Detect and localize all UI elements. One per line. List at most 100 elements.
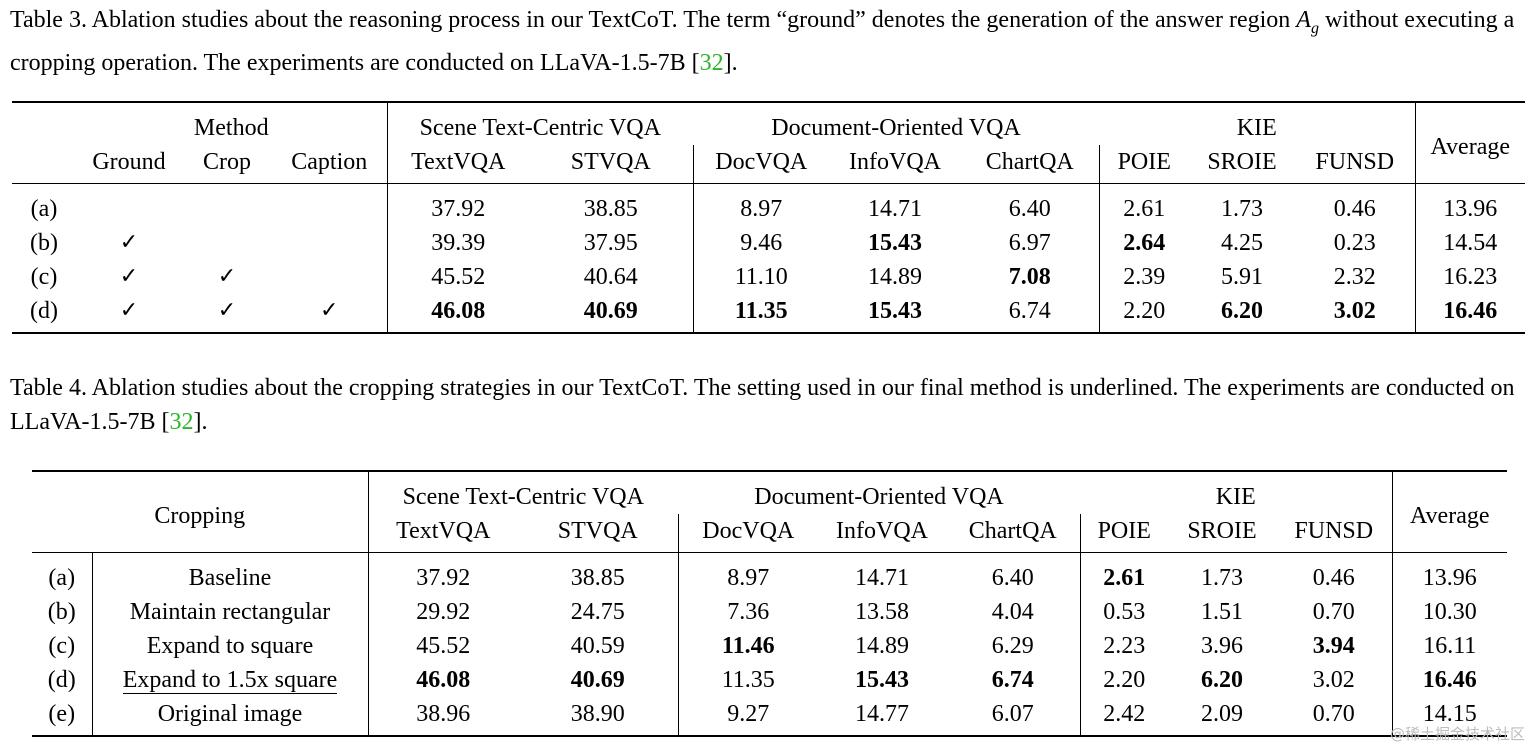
cell-chartqa: 6.29 bbox=[946, 629, 1081, 663]
cell-docvqa: 9.46 bbox=[740, 230, 783, 256]
cell-infovqa: 14.89 bbox=[868, 264, 922, 290]
cell-poie: 2.61 bbox=[1123, 196, 1166, 222]
table-row: (d) ✓ ✓ ✓ 46.08 40.69 11.35 15.43 6.74 2… bbox=[12, 294, 1525, 333]
header-infovqa: InfoVQA bbox=[849, 149, 941, 175]
table-row: (a) Baseline 37.92 38.85 8.97 14.71 6.40… bbox=[32, 552, 1507, 595]
table-row: (d) Expand to 1.5x square 46.08 40.69 11… bbox=[32, 663, 1507, 697]
cell-poie: 2.61 bbox=[1103, 565, 1146, 591]
header-stvqa: STVQA bbox=[518, 514, 679, 553]
table3: Method Scene Text-Centric VQA Document-O… bbox=[12, 101, 1525, 334]
check-icon bbox=[272, 183, 388, 226]
cell-infovqa: 15.43 bbox=[868, 230, 922, 256]
cell-poie: 0.53 bbox=[1103, 599, 1146, 625]
caption-text: without executing a cropping operation. … bbox=[10, 7, 1515, 76]
header-funsd: FUNSD bbox=[1294, 518, 1374, 544]
header-textvqa: TextVQA bbox=[411, 149, 506, 175]
check-icon: ✓ bbox=[217, 298, 237, 323]
cell-infovqa: 15.43 bbox=[868, 298, 922, 324]
cell-average: 10.30 bbox=[1391, 595, 1507, 629]
cell-infovqa: 14.71 bbox=[868, 196, 922, 222]
cell-sroie: 1.51 bbox=[1201, 599, 1243, 625]
row-cropping-name: Maintain rectangular bbox=[92, 595, 369, 629]
header-poie: POIE bbox=[1117, 149, 1171, 175]
cell-textvqa: 39.39 bbox=[431, 230, 486, 256]
cell-sroie: 3.96 bbox=[1201, 633, 1243, 659]
cell-average: 14.15 bbox=[1391, 697, 1507, 736]
cell-chartqa: 6.07 bbox=[946, 697, 1081, 736]
cell-sroie: 4.25 bbox=[1221, 230, 1263, 256]
check-icon: ✓ bbox=[119, 264, 139, 289]
cell-funsd: 0.46 bbox=[1312, 565, 1355, 591]
cell-average: 13.96 bbox=[1391, 552, 1507, 595]
header-average: Average bbox=[1391, 471, 1507, 553]
cell-textvqa: 29.92 bbox=[416, 599, 471, 625]
header-ground: Ground bbox=[92, 149, 166, 175]
cell-textvqa: 45.52 bbox=[431, 264, 486, 290]
table-row: (b) ✓ 39.39 37.95 9.46 15.43 6.97 2.64 4… bbox=[12, 226, 1525, 260]
cell-poie: 2.64 bbox=[1123, 230, 1166, 256]
cell-sroie: 1.73 bbox=[1201, 565, 1243, 591]
table-row: (b) Maintain rectangular 29.92 24.75 7.3… bbox=[32, 595, 1507, 629]
header-cropping: Cropping bbox=[32, 471, 369, 553]
cell-infovqa: 14.71 bbox=[855, 565, 909, 591]
header-average: Average bbox=[1414, 102, 1525, 184]
row-id: (d) bbox=[30, 298, 58, 324]
header-crop: Crop bbox=[203, 149, 251, 175]
caption-var: A bbox=[1296, 7, 1311, 33]
header-textvqa: TextVQA bbox=[396, 518, 491, 544]
caption-text: Table 3. Ablation studies about the reas… bbox=[10, 7, 1297, 33]
cell-docvqa: 11.10 bbox=[734, 264, 788, 290]
header-row-columns: TextVQA STVQA DocVQA InfoVQA ChartQA POI… bbox=[32, 514, 1507, 553]
header-method: Method bbox=[76, 102, 388, 145]
cell-funsd: 3.02 bbox=[1312, 667, 1355, 693]
cell-average: 13.96 bbox=[1414, 183, 1525, 226]
cell-docvqa: 9.27 bbox=[727, 701, 770, 727]
cell-stvqa: 40.64 bbox=[529, 260, 694, 294]
cell-textvqa: 46.08 bbox=[431, 298, 486, 324]
citation-link[interactable]: 32 bbox=[699, 49, 724, 76]
table4-caption: Table 4. Ablation studies about the crop… bbox=[10, 371, 1525, 439]
cell-average: 16.23 bbox=[1414, 260, 1525, 294]
cell-sroie: 5.91 bbox=[1221, 264, 1263, 290]
row-cropping-name: Expand to square bbox=[92, 629, 369, 663]
check-icon bbox=[182, 184, 272, 227]
cell-chartqa: 6.74 bbox=[946, 663, 1081, 697]
check-icon bbox=[182, 226, 272, 260]
header-row-groups: Cropping Scene Text-Centric VQA Document… bbox=[32, 471, 1507, 553]
cell-poie: 2.39 bbox=[1123, 264, 1166, 290]
cell-infovqa: 13.58 bbox=[855, 599, 909, 625]
cell-stvqa: 40.69 bbox=[529, 294, 694, 333]
header-scene-text: Scene Text-Centric VQA bbox=[402, 484, 644, 510]
cell-textvqa: 38.96 bbox=[416, 701, 471, 727]
cell-funsd: 3.94 bbox=[1312, 633, 1355, 659]
citation-link[interactable]: 32 bbox=[169, 409, 194, 435]
row-cropping-name: Original image bbox=[92, 697, 369, 736]
row-id: (b) bbox=[32, 595, 93, 629]
cell-docvqa: 8.97 bbox=[727, 565, 770, 591]
header-document: Document-Oriented VQA bbox=[754, 484, 1004, 510]
table-row: (c) ✓ ✓ 45.52 40.64 11.10 14.89 7.08 2.3… bbox=[12, 260, 1525, 294]
cell-docvqa: 11.35 bbox=[734, 298, 788, 324]
cell-chartqa: 6.40 bbox=[946, 552, 1081, 595]
cell-funsd: 0.70 bbox=[1312, 701, 1355, 727]
cell-poie: 2.20 bbox=[1103, 667, 1146, 693]
row-id: (a) bbox=[30, 196, 58, 222]
watermark: @稀土掘金技术社区 bbox=[1389, 725, 1525, 743]
cell-stvqa: 38.85 bbox=[529, 183, 694, 226]
caption-sub: g bbox=[1310, 19, 1319, 37]
caption-text: ]. bbox=[723, 49, 738, 76]
cell-docvqa: 11.46 bbox=[721, 633, 775, 659]
table-row: (a) 37.92 38.85 8.97 14.71 6.40 2.61 1.7… bbox=[12, 183, 1525, 227]
row-id: (a) bbox=[32, 552, 93, 595]
cell-docvqa: 11.35 bbox=[721, 667, 775, 693]
table3-caption: Table 3. Ablation studies about the reas… bbox=[10, 3, 1525, 80]
header-kie: KIE bbox=[1215, 484, 1256, 510]
header-sroie: SROIE bbox=[1187, 518, 1257, 544]
cell-average: 16.11 bbox=[1391, 629, 1507, 663]
header-scene-text: Scene Text-Centric VQA bbox=[419, 115, 661, 141]
cell-infovqa: 14.77 bbox=[855, 701, 909, 727]
cell-docvqa: 7.36 bbox=[727, 599, 770, 625]
cell-sroie: 1.73 bbox=[1221, 196, 1263, 222]
cell-sroie: 2.09 bbox=[1201, 701, 1243, 727]
row-id: (b) bbox=[30, 230, 58, 256]
